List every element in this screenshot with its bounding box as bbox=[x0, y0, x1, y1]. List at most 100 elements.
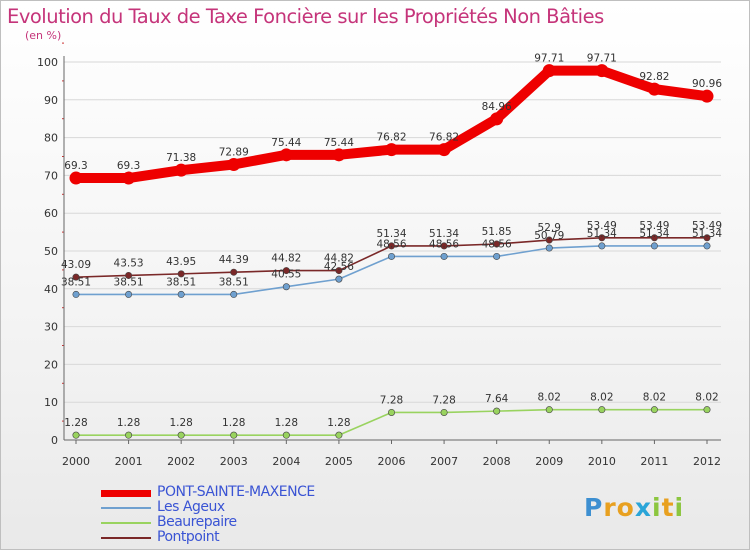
data-point bbox=[493, 240, 501, 248]
data-point bbox=[703, 242, 711, 250]
data-point bbox=[174, 163, 188, 177]
data-point bbox=[650, 406, 658, 414]
data-point bbox=[385, 143, 398, 157]
data-label: 38.51 bbox=[219, 276, 249, 288]
data-point bbox=[230, 431, 238, 439]
y-tick-label: 50 bbox=[44, 245, 58, 258]
legend-label: Les Ageux bbox=[157, 499, 225, 515]
data-point bbox=[332, 148, 346, 162]
data-label: 38.51 bbox=[114, 276, 144, 288]
data-point bbox=[177, 431, 185, 439]
data-label: 53.49 bbox=[692, 220, 722, 232]
data-label: 71.38 bbox=[166, 152, 196, 164]
data-label: 7.28 bbox=[432, 394, 455, 406]
proxiti-logo: Proxiti bbox=[584, 493, 684, 522]
data-point bbox=[545, 236, 553, 244]
data-label: 50.79 bbox=[534, 230, 564, 242]
legend-swatch bbox=[101, 522, 151, 524]
data-label: 38.51 bbox=[61, 276, 91, 288]
data-label: 43.53 bbox=[114, 257, 144, 269]
data-point bbox=[335, 431, 343, 439]
data-label: 75.44 bbox=[271, 137, 301, 149]
data-label: 1.28 bbox=[169, 417, 192, 429]
data-label: 1.28 bbox=[64, 417, 87, 429]
data-point bbox=[545, 244, 553, 252]
data-point bbox=[282, 267, 290, 275]
data-label: 76.82 bbox=[429, 132, 459, 144]
data-point bbox=[125, 271, 133, 279]
data-point bbox=[650, 242, 658, 250]
logo-letter: t bbox=[661, 493, 675, 522]
data-label: 97.71 bbox=[587, 53, 617, 65]
data-label: 72.89 bbox=[219, 146, 249, 158]
data-point bbox=[440, 408, 448, 416]
data-label: 43.95 bbox=[166, 256, 196, 268]
y-tick-label: 40 bbox=[44, 283, 58, 296]
data-point bbox=[125, 431, 133, 439]
data-label: 44.39 bbox=[219, 254, 249, 266]
data-label: 51.34 bbox=[692, 228, 722, 240]
data-label: 52.9 bbox=[538, 222, 561, 234]
data-point bbox=[650, 234, 658, 242]
data-point bbox=[177, 270, 185, 278]
data-point bbox=[122, 171, 136, 185]
logo-letter: x bbox=[634, 493, 652, 522]
chart-subtitle: (en %) bbox=[25, 29, 62, 42]
data-point bbox=[542, 64, 556, 78]
data-point bbox=[437, 143, 451, 157]
data-label: 51.34 bbox=[587, 228, 617, 240]
y-tick-label: 100 bbox=[37, 56, 58, 69]
data-point bbox=[72, 431, 80, 439]
data-point bbox=[490, 112, 504, 126]
x-tick-label: 2003 bbox=[220, 455, 248, 468]
data-label: 76.82 bbox=[376, 132, 406, 144]
data-point bbox=[598, 234, 606, 242]
data-label: 44.82 bbox=[271, 253, 301, 265]
data-label: 90.96 bbox=[692, 78, 722, 90]
x-tick-label: 2000 bbox=[62, 455, 90, 468]
data-label: 42.56 bbox=[324, 261, 354, 273]
data-point bbox=[282, 283, 290, 291]
data-point bbox=[387, 408, 395, 416]
data-label: 40.55 bbox=[271, 269, 301, 281]
data-point bbox=[647, 82, 661, 96]
x-tick-label: 2001 bbox=[115, 455, 143, 468]
data-point bbox=[72, 273, 80, 281]
data-point bbox=[387, 242, 395, 250]
x-tick-label: 2004 bbox=[272, 455, 300, 468]
data-label: 1.28 bbox=[275, 417, 298, 429]
x-tick-label: 2008 bbox=[483, 455, 511, 468]
data-label: 51.85 bbox=[482, 226, 512, 238]
data-point bbox=[598, 406, 606, 414]
logo-letter: i bbox=[674, 493, 685, 522]
data-point bbox=[227, 157, 241, 171]
data-point bbox=[177, 290, 185, 298]
data-label: 92.82 bbox=[639, 71, 669, 83]
data-point bbox=[595, 64, 609, 78]
data-label: 84.96 bbox=[482, 101, 512, 113]
data-label: 8.02 bbox=[695, 392, 718, 404]
logo-letter: o bbox=[616, 493, 635, 522]
data-point bbox=[545, 406, 553, 414]
x-tick-label: 2012 bbox=[693, 455, 721, 468]
data-label: 43.09 bbox=[61, 259, 91, 271]
legend-swatch bbox=[101, 490, 151, 497]
data-point bbox=[700, 89, 714, 103]
data-point bbox=[230, 290, 238, 298]
legend-swatch bbox=[101, 537, 151, 539]
y-tick-label: 30 bbox=[44, 321, 58, 334]
data-label: 48.56 bbox=[376, 238, 406, 250]
data-label: 48.56 bbox=[429, 238, 459, 250]
x-tick-label: 2006 bbox=[378, 455, 406, 468]
y-tick-label: 20 bbox=[44, 358, 58, 371]
data-point bbox=[335, 267, 343, 275]
legend-label: Pontpoint bbox=[157, 529, 220, 545]
data-label: 97.71 bbox=[534, 53, 564, 65]
data-point bbox=[703, 406, 711, 414]
logo-letter: P bbox=[584, 493, 604, 522]
data-label: 38.51 bbox=[166, 276, 196, 288]
data-point bbox=[703, 234, 711, 242]
x-tick-label: 2002 bbox=[167, 455, 195, 468]
